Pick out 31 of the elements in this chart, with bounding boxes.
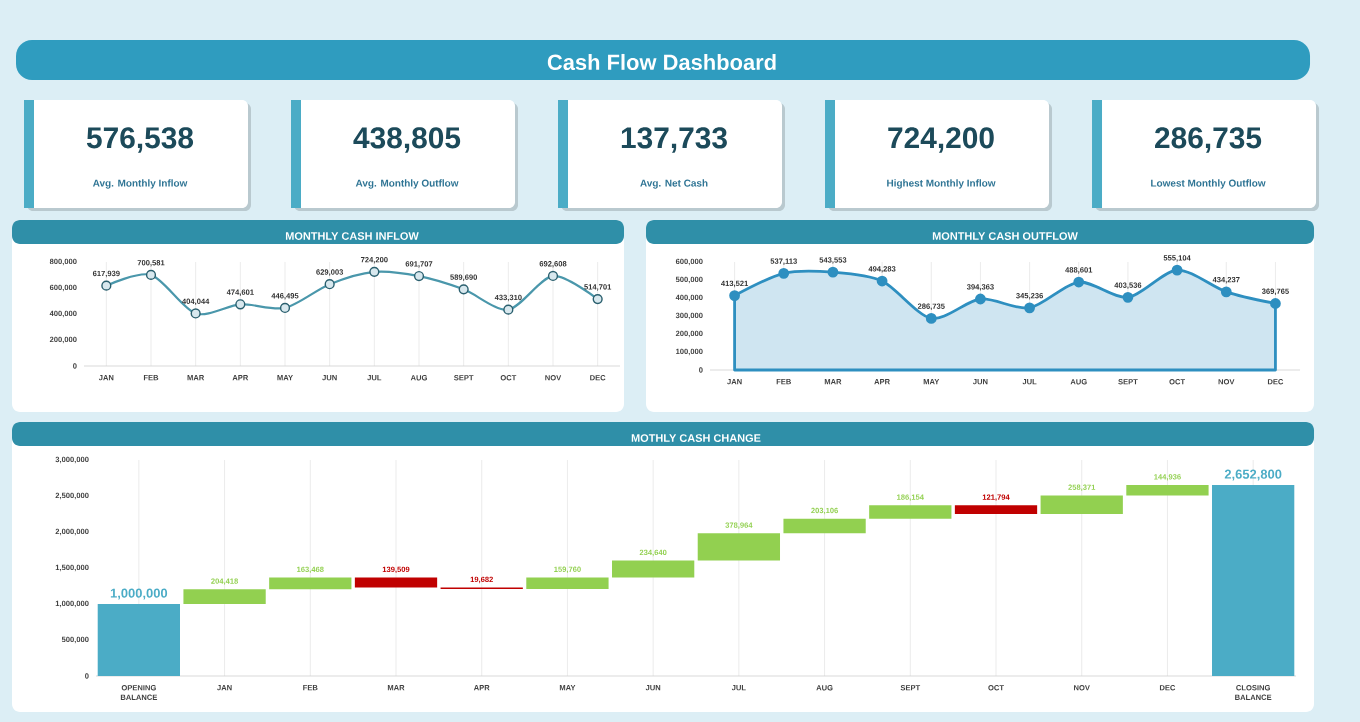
bar	[697, 533, 781, 561]
point	[925, 312, 937, 324]
point	[1220, 286, 1232, 298]
point	[1073, 276, 1085, 288]
bar	[783, 518, 866, 534]
bar	[269, 577, 352, 590]
point	[1171, 264, 1183, 276]
point	[876, 275, 888, 287]
bar	[1126, 485, 1209, 496]
text: 286,735	[1155, 127, 1262, 153]
point	[827, 266, 839, 278]
point	[975, 293, 986, 305]
text: 438,805	[353, 127, 461, 153]
text: 576,538	[86, 127, 194, 153]
bar	[869, 505, 952, 519]
point	[1024, 302, 1035, 314]
bar	[183, 589, 266, 604]
text: 724,200	[888, 127, 994, 153]
point	[729, 290, 740, 301]
bar	[526, 577, 609, 589]
text: 137,733	[621, 127, 727, 153]
point	[778, 267, 790, 279]
bar	[1212, 485, 1295, 676]
bar	[1040, 495, 1123, 515]
bar	[954, 505, 1038, 515]
bar	[354, 577, 438, 588]
text: Cash Flow Dashboard	[547, 53, 776, 71]
point	[1122, 291, 1134, 303]
bar	[612, 560, 695, 578]
point	[1270, 298, 1281, 309]
bar	[97, 604, 180, 676]
